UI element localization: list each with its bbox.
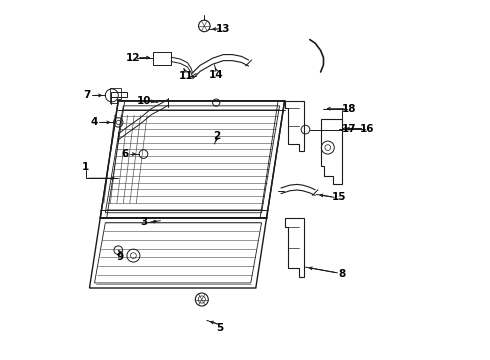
Text: 3: 3 — [141, 217, 148, 228]
Text: 4: 4 — [91, 117, 98, 127]
Text: 14: 14 — [209, 70, 223, 80]
Text: 8: 8 — [339, 269, 346, 279]
Text: 9: 9 — [116, 252, 123, 262]
Text: 15: 15 — [332, 192, 346, 202]
Text: 17: 17 — [342, 123, 357, 134]
Text: 2: 2 — [213, 131, 220, 141]
Text: 13: 13 — [216, 24, 231, 34]
Text: 12: 12 — [125, 53, 140, 63]
Text: 7: 7 — [84, 90, 91, 100]
Text: 1: 1 — [82, 162, 90, 172]
Text: 16: 16 — [360, 123, 375, 134]
Text: 5: 5 — [216, 323, 223, 333]
Text: 10: 10 — [137, 96, 151, 106]
Text: 11: 11 — [178, 71, 193, 81]
Text: 18: 18 — [342, 104, 357, 114]
Text: 6: 6 — [122, 149, 129, 159]
